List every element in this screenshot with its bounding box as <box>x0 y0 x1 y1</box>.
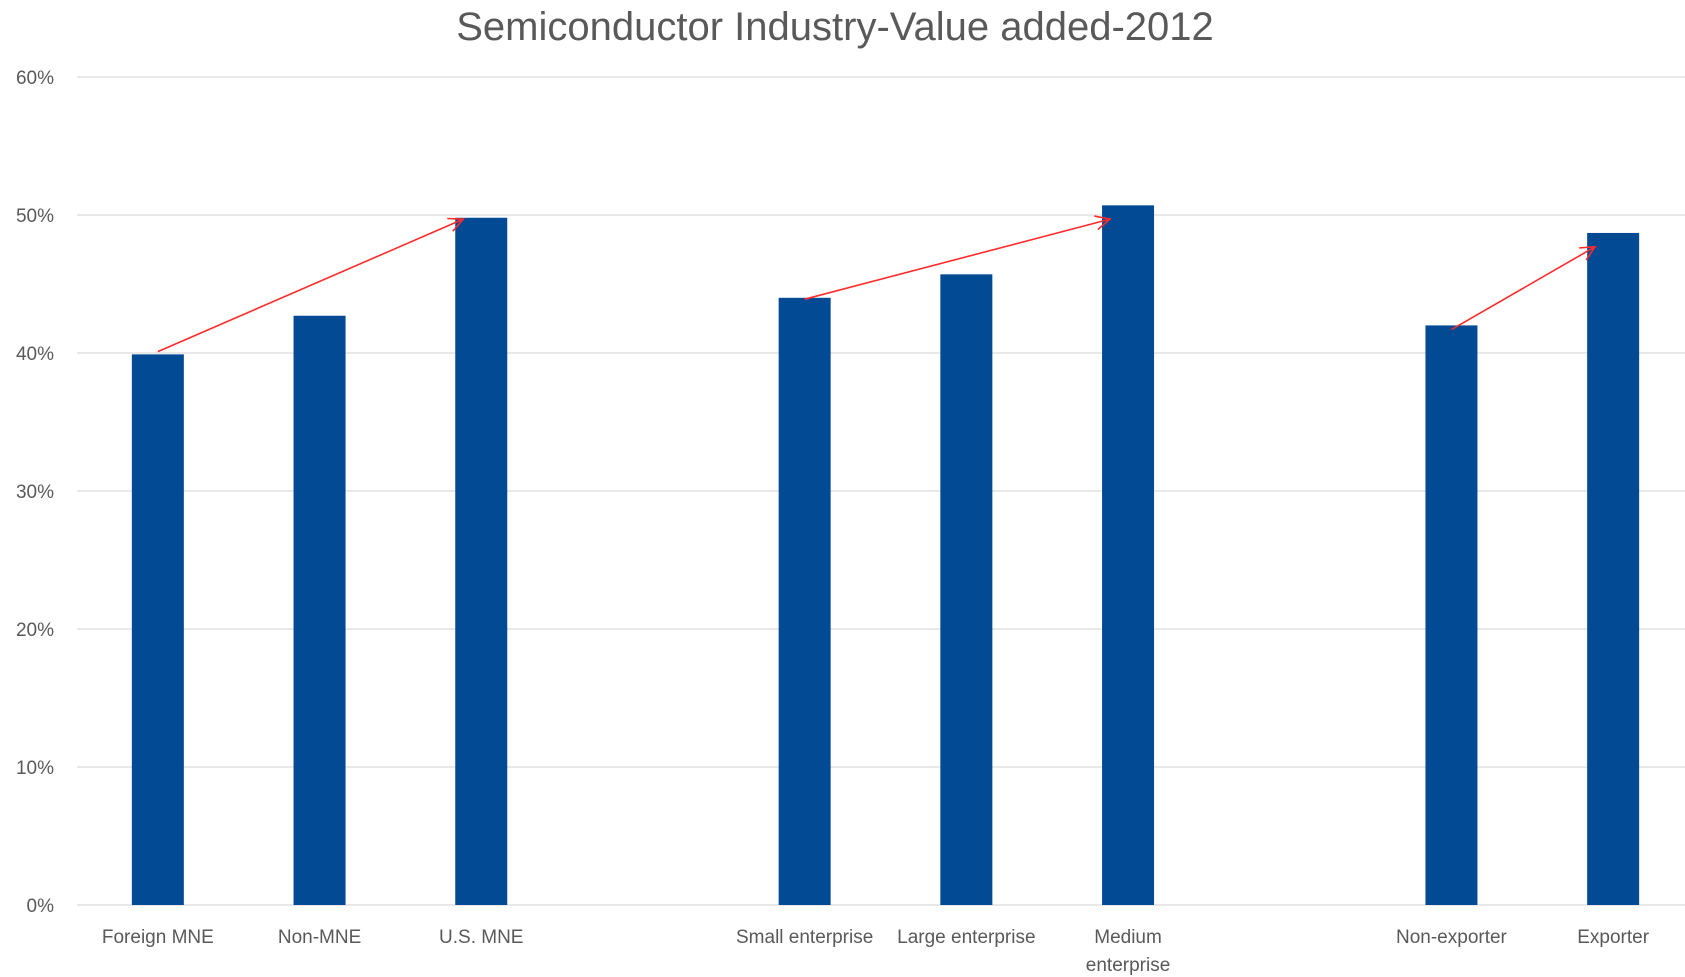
x-tick-label: U.S. MNE <box>439 927 523 948</box>
bar <box>293 315 346 905</box>
trend-arrows <box>157 215 1597 353</box>
bars <box>131 205 1640 906</box>
trend-arrow <box>804 215 1112 300</box>
x-tick-label: Exporter <box>1577 927 1649 948</box>
x-tick-label: Small enterprise <box>736 927 873 948</box>
chart-title: Semiconductor Industry-Value added-2012 <box>456 5 1214 49</box>
bar <box>778 297 831 905</box>
bar <box>1587 232 1640 905</box>
bar <box>940 274 993 906</box>
y-axis-tick-labels: 0% 10% 20% 30% 40% 50% 60% <box>16 68 54 917</box>
trend-arrow <box>1451 245 1597 331</box>
trend-arrow <box>157 217 465 353</box>
y-tick-label: 20% <box>16 620 54 641</box>
x-tick-label: Large enterprise <box>897 927 1035 948</box>
bar <box>455 217 508 905</box>
x-tick-label: Medium enterprise <box>1086 927 1171 976</box>
bar <box>1425 325 1478 905</box>
y-tick-label: 30% <box>16 482 54 503</box>
y-tick-label: 0% <box>27 896 55 917</box>
bar <box>131 354 184 905</box>
y-tick-label: 50% <box>16 206 54 227</box>
y-tick-label: 60% <box>16 68 54 89</box>
y-tick-label: 40% <box>16 344 54 365</box>
x-axis-tick-labels: Foreign MNE Non-MNE U.S. MNE Small enterpri… <box>102 927 1650 976</box>
x-tick-label: Non-MNE <box>278 927 361 948</box>
y-tick-label: 10% <box>16 758 54 779</box>
x-tick-label: Non-exporter <box>1396 927 1508 948</box>
bar <box>1102 205 1155 906</box>
x-tick-label: Foreign MNE <box>102 927 214 948</box>
